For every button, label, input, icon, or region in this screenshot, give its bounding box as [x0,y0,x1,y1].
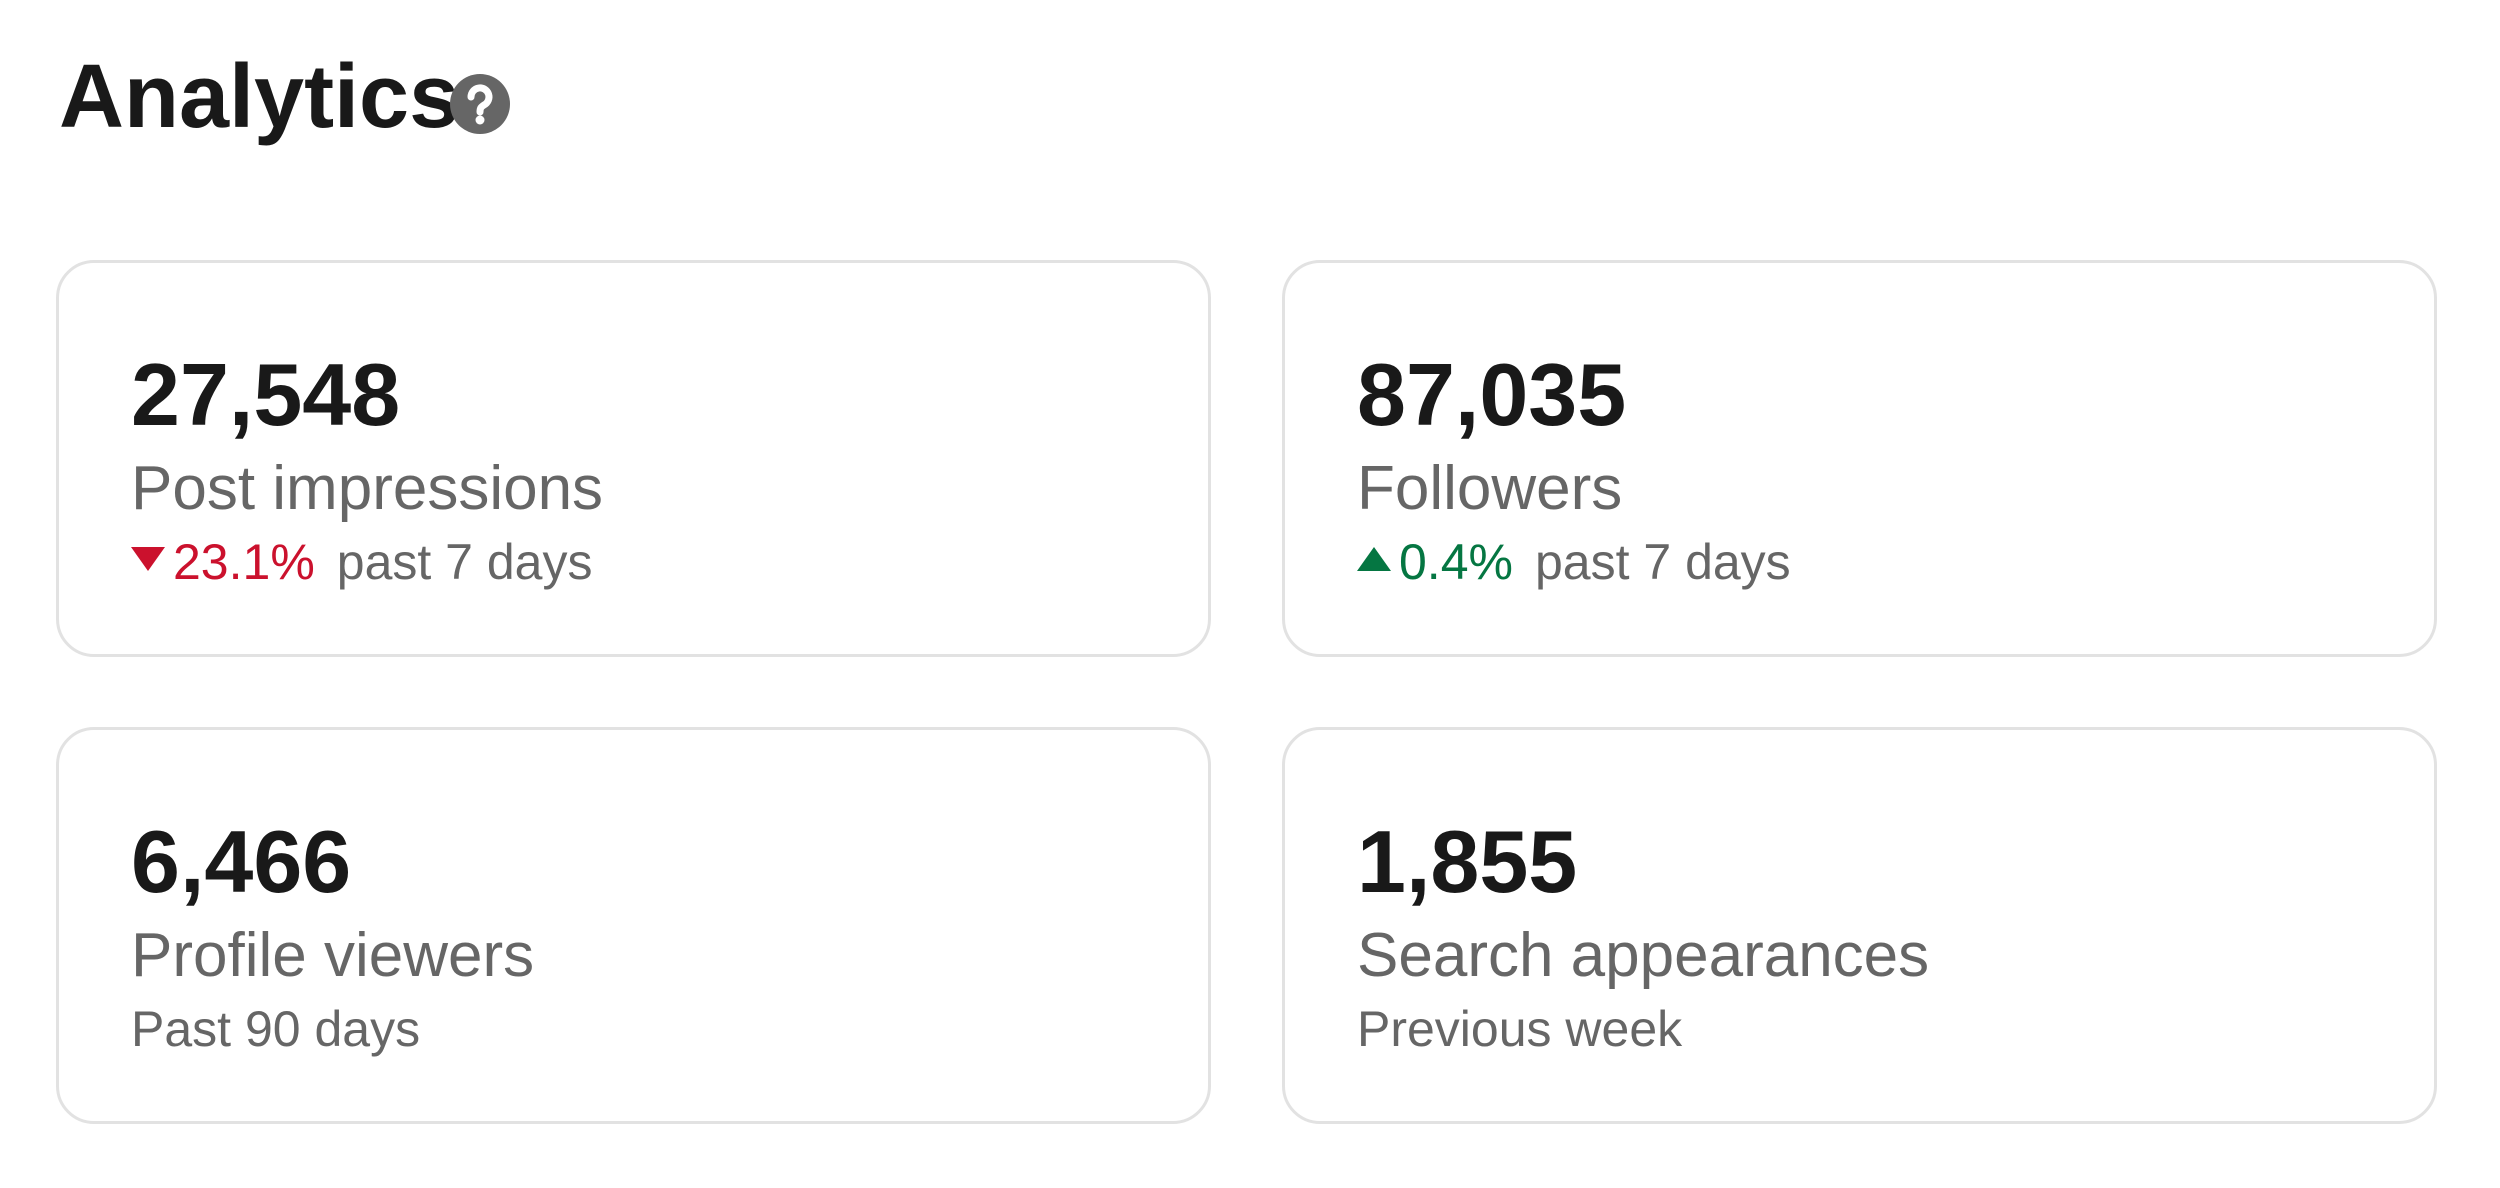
up-arrow [1357,547,1391,571]
down-arrow [131,547,165,571]
metric-card[interactable]: 87,035 Followers 0.4% past 7 days [1282,260,2437,657]
trend-percent: 23.1% [173,534,315,590]
metric-label: Followers [1357,454,1623,523]
trend-period: past 7 days [1534,534,1791,590]
metric-value: 6,466 [131,812,352,911]
page-title: Analytics [59,47,460,147]
metric-label: Post impressions [131,454,604,523]
help-icon[interactable] [449,73,511,135]
metric-card[interactable]: 6,466 Profile viewers Past 90 days [56,727,1211,1124]
metric-value: 1,855 [1357,812,1578,911]
metric-card[interactable]: 1,855 Search appearances Previous week [1282,727,2437,1124]
metric-value: 27,548 [131,345,401,444]
trend-percent: 0.4% [1399,534,1513,590]
metric-card[interactable]: 27,548 Post impressions 23.1% past 7 days [56,260,1211,657]
trend-period: past 7 days [336,534,593,590]
metric-value: 87,035 [1357,345,1627,444]
metric-period: Previous week [1357,1001,1683,1057]
metric-period: Past 90 days [131,1001,421,1057]
metric-trend: 0.4% past 7 days [1357,531,1791,593]
metric-trend: 23.1% past 7 days [131,531,593,593]
metric-label: Profile viewers [131,921,535,990]
metric-label: Search appearances [1357,921,1930,990]
